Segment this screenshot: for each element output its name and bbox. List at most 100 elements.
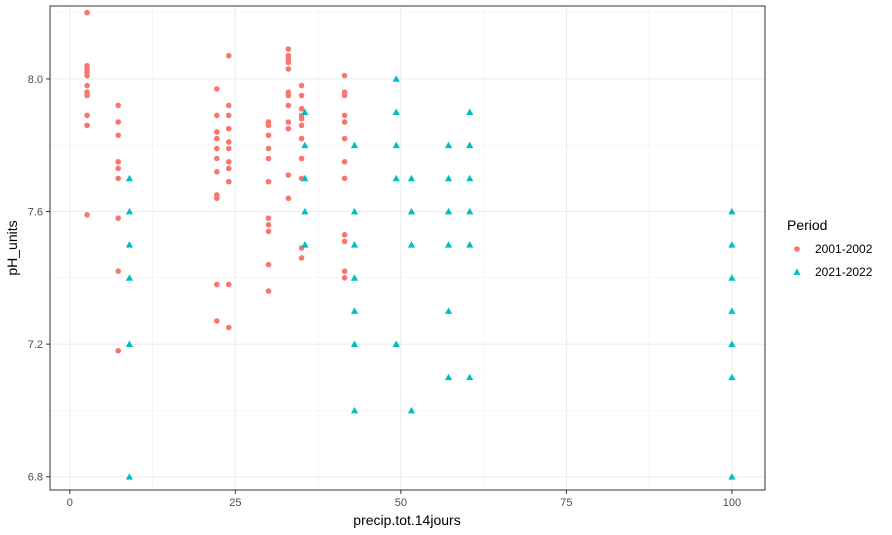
data-point (407, 174, 416, 182)
legend-title: Period (787, 217, 827, 233)
data-point (225, 125, 232, 132)
data-point (285, 102, 292, 109)
data-point (298, 92, 305, 99)
data-point (298, 82, 305, 89)
data-point (728, 241, 736, 248)
data-point (728, 473, 736, 480)
data-point (298, 135, 305, 142)
data-point (115, 175, 121, 182)
data-point (298, 122, 305, 129)
data-point (84, 212, 90, 218)
series-2 (125, 75, 736, 480)
data-point (125, 340, 134, 348)
data-point (298, 105, 305, 112)
data-point (444, 241, 453, 248)
data-point (214, 129, 220, 135)
y-tick-label: 6.8 (28, 472, 43, 484)
data-point (214, 86, 220, 92)
data-point (225, 112, 232, 119)
data-point (407, 406, 416, 414)
data-point (728, 207, 736, 215)
x-tick-label: 50 (395, 497, 407, 509)
x-axis-title: precip.tot.14jours (353, 512, 460, 528)
data-point (444, 141, 453, 149)
y-tick-label: 7.2 (28, 339, 43, 351)
data-point (350, 141, 359, 149)
data-point (301, 108, 309, 115)
data-point (466, 207, 474, 215)
data-point (392, 174, 400, 182)
data-point (225, 145, 232, 152)
data-point (125, 174, 134, 182)
data-point (115, 268, 121, 275)
data-point (341, 112, 348, 119)
data-point (350, 340, 359, 348)
data-point (115, 347, 121, 354)
data-point (225, 178, 232, 185)
data-point (265, 215, 272, 221)
data-point (225, 52, 232, 59)
data-point (392, 340, 400, 348)
data-point (265, 228, 272, 235)
data-point (214, 318, 220, 324)
x-tick-label: 75 (560, 497, 572, 509)
data-point (84, 72, 90, 79)
y-axis-title: pH_units (4, 220, 20, 275)
data-point (350, 207, 359, 215)
data-point (407, 241, 416, 248)
data-point (84, 92, 90, 99)
data-point (341, 268, 348, 275)
major-gridlines (50, 6, 765, 490)
x-tick-label: 100 (723, 497, 741, 509)
data-point (728, 307, 736, 314)
data-point (301, 207, 309, 215)
data-point (214, 155, 220, 162)
data-point (265, 145, 272, 152)
data-point (444, 174, 453, 182)
data-point (466, 141, 474, 149)
data-point (341, 72, 348, 79)
data-point (466, 108, 474, 115)
data-points (84, 9, 736, 480)
data-point (214, 145, 220, 152)
data-point (84, 112, 90, 119)
data-point (84, 82, 90, 89)
data-point (444, 373, 453, 381)
data-point (341, 119, 348, 125)
data-point (265, 132, 272, 139)
y-axis-ticks: 6.8 7.2 7.6 8.0 (28, 74, 50, 484)
data-point (125, 207, 134, 215)
data-point (115, 165, 121, 172)
data-point (392, 75, 400, 82)
data-point (225, 102, 232, 109)
data-point (350, 406, 359, 414)
data-point (298, 155, 305, 162)
data-point (392, 108, 400, 115)
data-point (225, 139, 232, 145)
data-point (225, 324, 232, 331)
y-tick-label: 8.0 (28, 74, 43, 86)
data-point (125, 274, 134, 281)
data-point (341, 275, 348, 281)
data-point (298, 255, 305, 261)
data-point (407, 207, 416, 215)
data-point (285, 119, 292, 125)
data-point (301, 141, 309, 149)
data-point (115, 159, 121, 165)
data-point (301, 174, 309, 182)
plot-panel (50, 6, 765, 490)
data-point (214, 281, 220, 288)
legend-label: 2001-2002 (815, 242, 873, 256)
data-point (466, 174, 474, 182)
data-point (466, 373, 474, 381)
plot-border (49, 5, 766, 491)
data-point (115, 215, 121, 221)
data-point (225, 159, 232, 165)
data-point (225, 165, 232, 172)
data-point (350, 274, 359, 281)
data-point (301, 241, 309, 248)
data-point (341, 238, 348, 245)
data-point (341, 135, 348, 142)
data-point (285, 66, 292, 72)
